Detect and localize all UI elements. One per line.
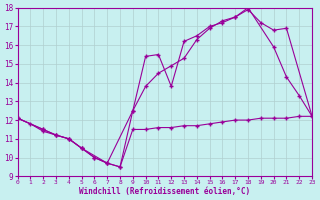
X-axis label: Windchill (Refroidissement éolien,°C): Windchill (Refroidissement éolien,°C) bbox=[79, 187, 250, 196]
